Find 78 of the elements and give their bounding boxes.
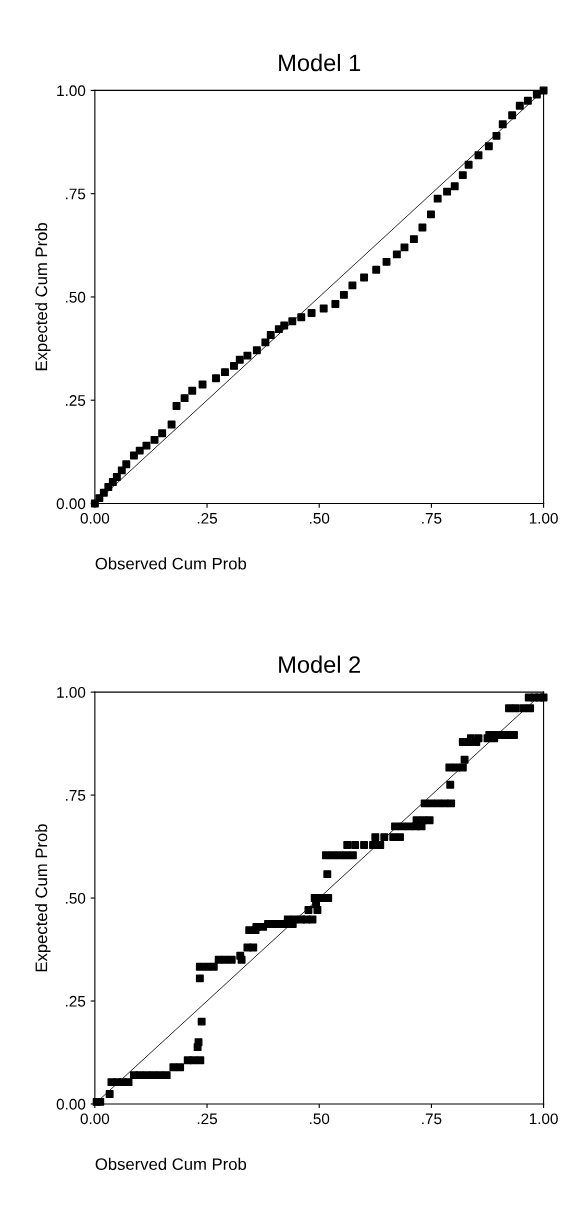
point bbox=[539, 86, 548, 95]
point bbox=[135, 446, 144, 455]
point bbox=[515, 101, 524, 110]
point bbox=[418, 223, 427, 232]
point bbox=[400, 243, 409, 252]
point bbox=[319, 304, 328, 313]
point bbox=[307, 309, 316, 318]
point bbox=[450, 182, 459, 191]
x-tick-label: 1.00 bbox=[529, 1113, 558, 1125]
point bbox=[508, 111, 517, 120]
point bbox=[443, 187, 452, 196]
point bbox=[188, 386, 197, 395]
x-tick-label: .75 bbox=[422, 1113, 442, 1125]
x-axis-title: Observed Cum Prob bbox=[95, 1157, 247, 1171]
point bbox=[150, 435, 159, 444]
point bbox=[172, 402, 181, 410]
point bbox=[122, 460, 131, 469]
point bbox=[348, 281, 357, 290]
point bbox=[464, 160, 473, 169]
point bbox=[261, 338, 270, 347]
x-tick-label: 1.00 bbox=[529, 512, 558, 524]
point bbox=[212, 374, 220, 383]
point bbox=[230, 361, 238, 370]
x-tick-label: .25 bbox=[197, 1113, 218, 1125]
point bbox=[158, 429, 167, 438]
point bbox=[297, 313, 306, 322]
x-axis-title: Observed Cum Prob bbox=[95, 557, 247, 570]
point bbox=[117, 466, 126, 475]
point bbox=[99, 488, 108, 497]
y-axis-title: Expected Cum Prob bbox=[35, 223, 51, 371]
y-tick-label: 1.00 bbox=[57, 85, 86, 97]
point bbox=[492, 131, 501, 140]
point bbox=[532, 90, 541, 99]
x-tick-label: .50 bbox=[309, 1113, 330, 1125]
point bbox=[129, 451, 138, 460]
y-tick-label: .75 bbox=[65, 790, 86, 801]
point bbox=[266, 330, 275, 339]
point bbox=[484, 142, 493, 151]
y-tick-label: .75 bbox=[65, 188, 86, 200]
point bbox=[382, 257, 391, 266]
point bbox=[360, 273, 369, 282]
point bbox=[372, 265, 381, 274]
chart-title: Model 2 bbox=[279, 655, 361, 673]
point bbox=[198, 380, 207, 389]
y-tick-label: .50 bbox=[65, 892, 86, 904]
point bbox=[339, 290, 348, 299]
point bbox=[498, 120, 507, 129]
y-tick-label: .50 bbox=[65, 291, 86, 303]
point bbox=[235, 355, 244, 364]
point bbox=[142, 441, 151, 450]
y-tick-label: .25 bbox=[65, 395, 86, 406]
point bbox=[221, 368, 229, 377]
point bbox=[426, 210, 435, 219]
point bbox=[252, 346, 261, 355]
point bbox=[474, 151, 483, 160]
x-tick-label: .50 bbox=[309, 512, 330, 524]
chart-title: Model 1 bbox=[279, 53, 361, 72]
point bbox=[180, 394, 189, 403]
point bbox=[288, 317, 297, 326]
x-tick-label: .25 bbox=[197, 512, 218, 524]
y-tick-label: 0.00 bbox=[56, 498, 86, 510]
point bbox=[458, 171, 467, 180]
point bbox=[409, 235, 418, 244]
point bbox=[433, 194, 442, 203]
point bbox=[331, 300, 340, 308]
point bbox=[167, 420, 176, 429]
point bbox=[392, 250, 401, 259]
point bbox=[243, 351, 252, 360]
x-tick-label: .75 bbox=[422, 513, 442, 524]
point bbox=[280, 321, 289, 330]
y-tick-label: .25 bbox=[65, 995, 86, 1007]
point bbox=[112, 473, 121, 481]
x-tick-label: 0.00 bbox=[80, 512, 110, 524]
y-axis-title: Expected Cum Prob bbox=[35, 824, 51, 972]
y-tick-label: 0.00 bbox=[56, 1098, 86, 1110]
point bbox=[523, 96, 532, 105]
y-tick-label: 1.00 bbox=[57, 687, 86, 698]
x-tick-label: 0.00 bbox=[80, 1113, 110, 1125]
